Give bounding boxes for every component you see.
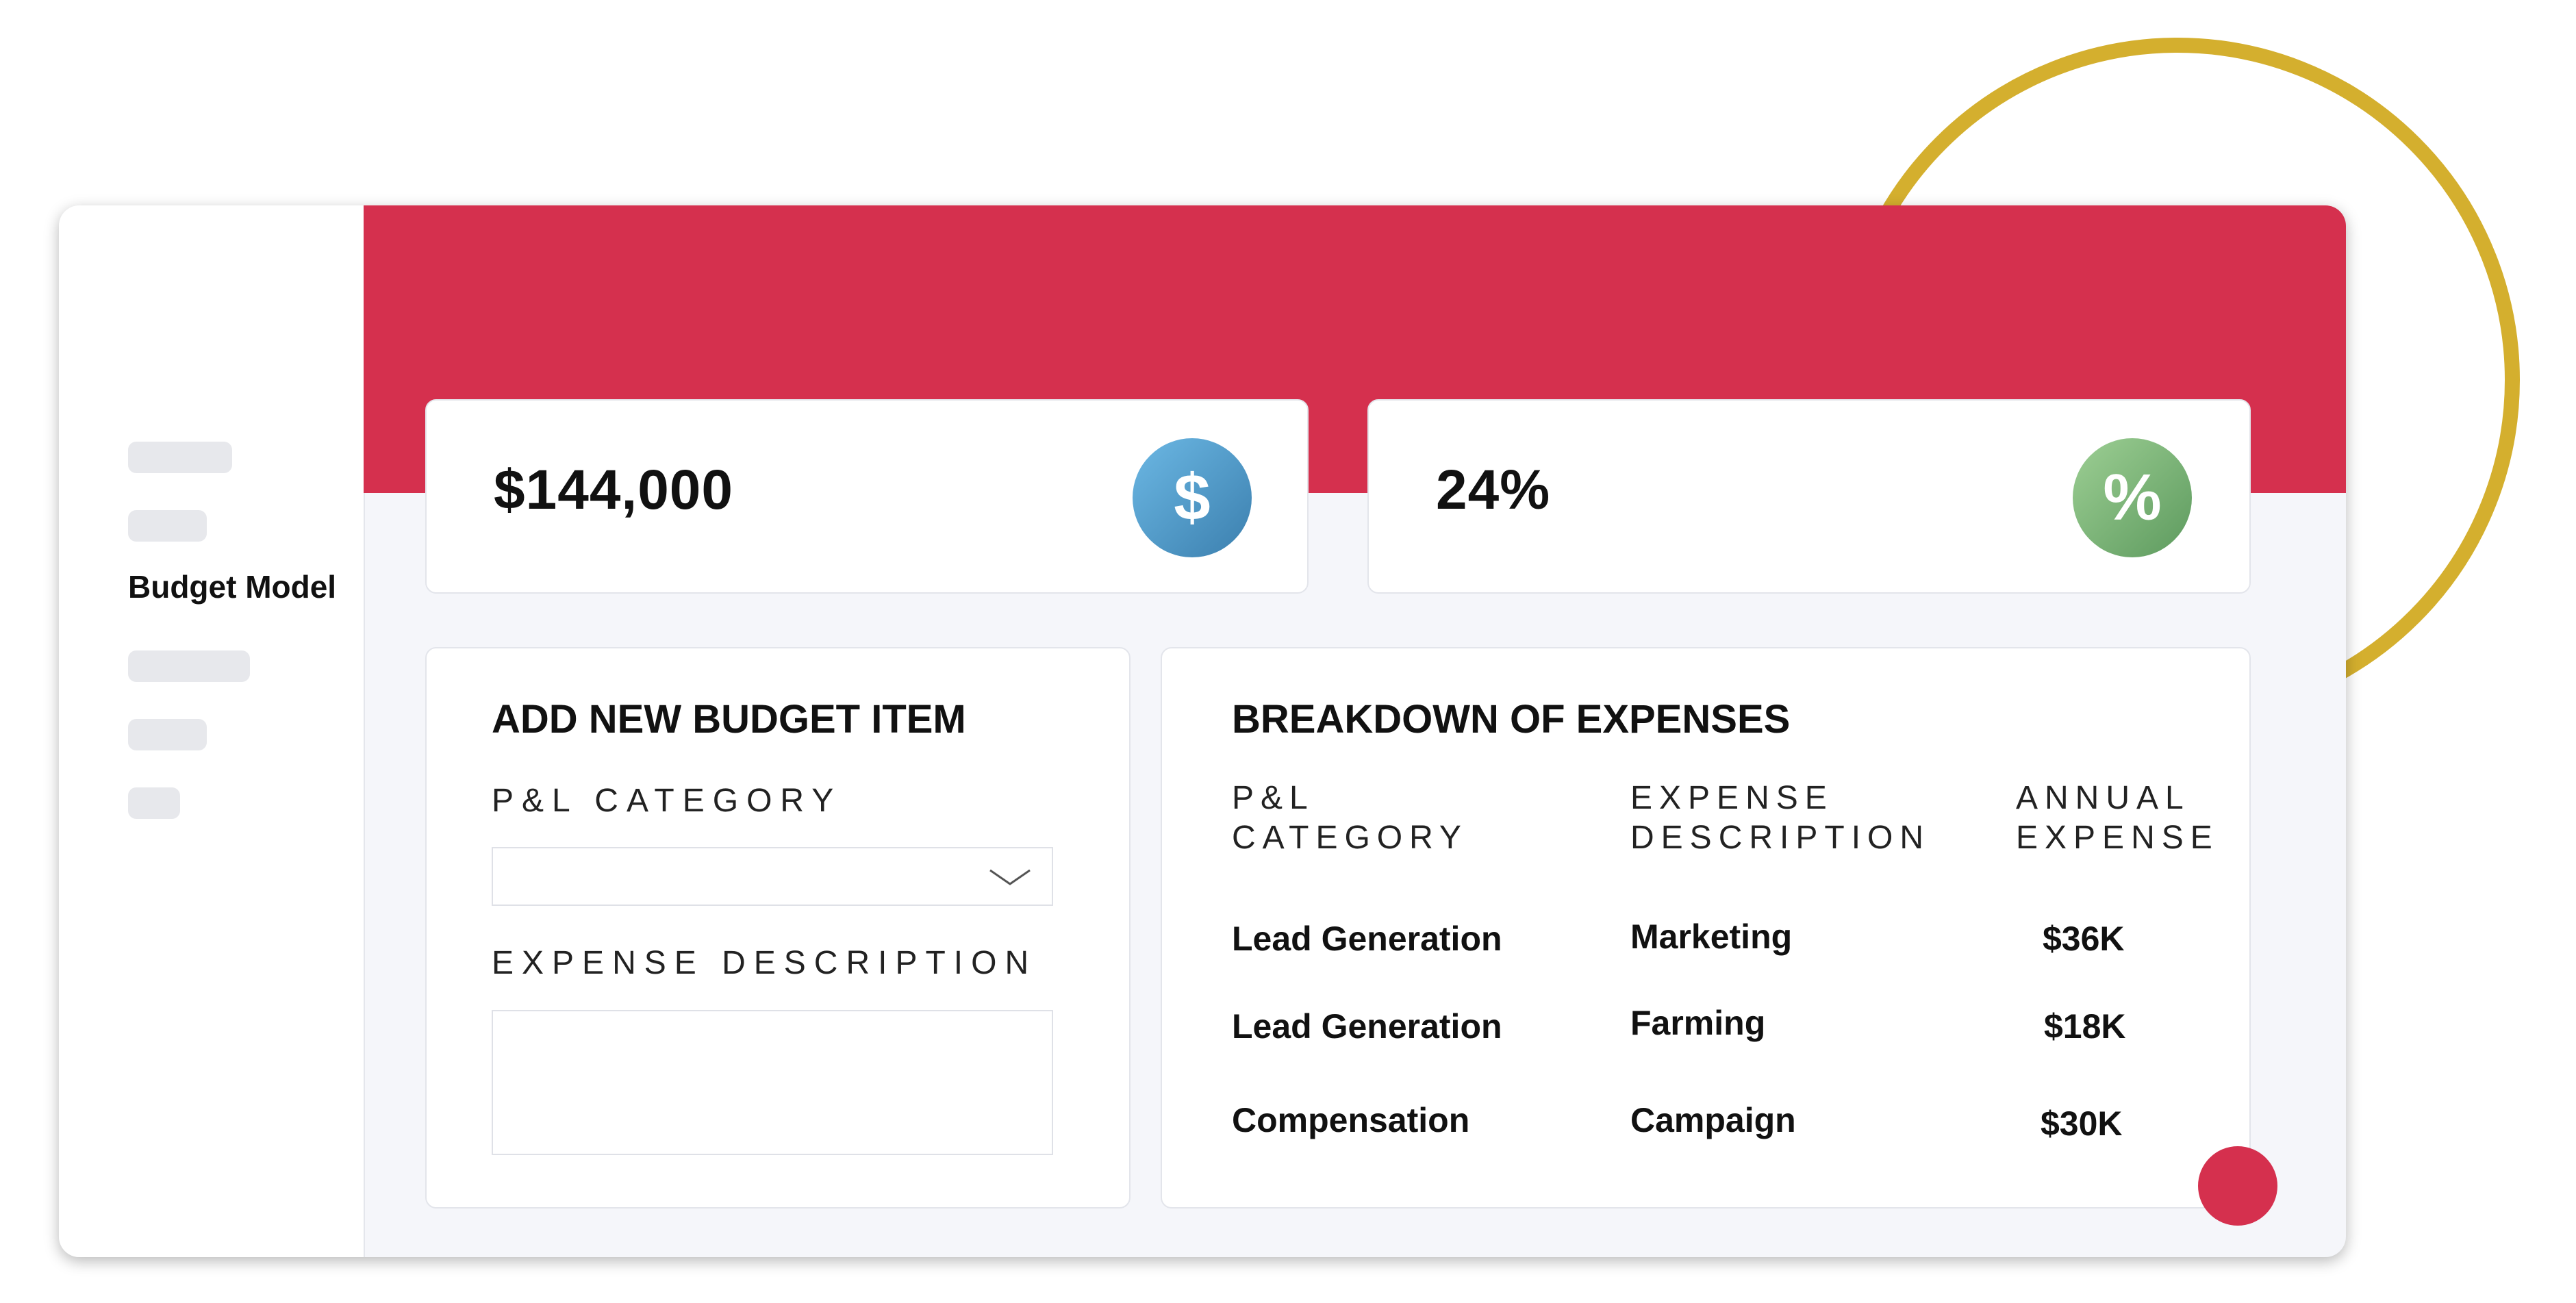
sidebar-item-placeholder-1[interactable] [128,442,232,473]
column-header-annual-line2: EXPENSE [2016,820,2219,856]
row-3-category: Compensation [1232,1101,1470,1139]
row-2-category: Lead Generation [1232,1007,1502,1046]
category-label: P&L CATEGORY [492,783,842,819]
add-item-title: ADD NEW BUDGET ITEM [492,697,966,742]
sidebar-item-budget-model[interactable]: Budget Model [128,569,337,605]
breakdown-title: BREAKDOWN OF EXPENSES [1232,697,1791,742]
column-header-annual-line1: ANNUAL [2016,780,2190,816]
description-input[interactable] [492,1010,1053,1155]
app-window: Budget Model $144,000 $ 24% % ADD NEW BU… [59,205,2346,1257]
row-1-category: Lead Generation [1232,920,1502,958]
sidebar-item-placeholder-5[interactable] [128,787,180,819]
column-header-annual: ANNUAL EXPENSE [2016,779,2219,858]
column-header-category-line2: CATEGORY [1232,820,1468,856]
row-1-annual: $36K [2043,920,2125,958]
column-header-description-line1: EXPENSE [1630,780,1834,816]
stat-card-total: $144,000 $ [425,399,1309,594]
percent-icon: % [2073,438,2192,557]
sidebar: Budget Model [59,205,365,1257]
stat-total-value: $144,000 [494,459,734,521]
dollar-icon: $ [1133,438,1252,557]
description-label: EXPENSE DESCRIPTION [492,945,1037,981]
column-header-description: EXPENSE DESCRIPTION [1630,779,1930,858]
column-header-description-line2: DESCRIPTION [1630,820,1931,856]
chevron-down-icon [989,869,1031,885]
row-3-description: Campaign [1630,1101,1796,1139]
column-header-category: P&L CATEGORY [1232,779,1468,858]
add-budget-item-panel: ADD NEW BUDGET ITEM P&L CATEGORY EXPENSE… [425,647,1131,1209]
row-2-description: Farming [1630,1004,1766,1042]
breakdown-panel: BREAKDOWN OF EXPENSES P&L CATEGORY EXPEN… [1161,647,2251,1209]
row-2-annual: $18K [2044,1007,2126,1046]
floating-action-button[interactable] [2198,1146,2277,1226]
stat-card-rate: 24% % [1367,399,2251,594]
column-header-category-line1: P&L [1232,780,1315,816]
row-1-description: Marketing [1630,918,1793,956]
row-3-annual: $30K [2041,1104,2123,1143]
stat-rate-value: 24% [1436,459,1551,521]
category-select[interactable] [492,847,1053,906]
sidebar-item-placeholder-2[interactable] [128,510,207,542]
sidebar-item-placeholder-3[interactable] [128,650,250,682]
sidebar-item-placeholder-4[interactable] [128,719,207,750]
